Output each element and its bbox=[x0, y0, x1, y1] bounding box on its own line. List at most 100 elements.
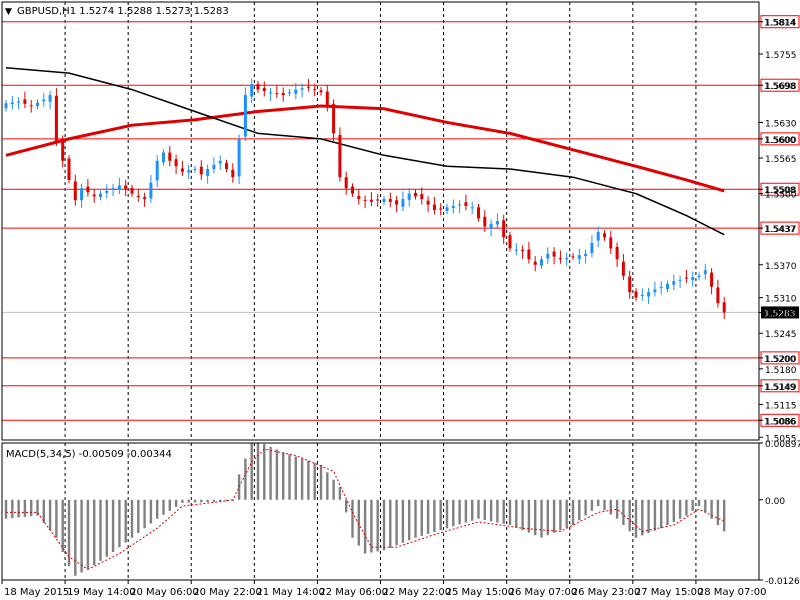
candle-body bbox=[722, 302, 726, 313]
level-label: 1.5814 bbox=[764, 19, 796, 29]
candle-body bbox=[319, 90, 323, 93]
price-panel[interactable]: 1.58141.56981.56001.55081.54371.52001.51… bbox=[1, 1, 800, 444]
macd-title: MACD(5,34,5) -0.00509 -0.00344 bbox=[6, 449, 172, 460]
candle-body bbox=[155, 160, 159, 181]
time-label: 20 May 22:00 bbox=[193, 587, 262, 598]
macd-bar bbox=[483, 499, 486, 521]
candle-body bbox=[552, 251, 556, 257]
macd-bar bbox=[426, 499, 430, 534]
macd-bar bbox=[326, 472, 329, 500]
candle-body bbox=[477, 207, 480, 219]
macd-bar bbox=[496, 499, 499, 523]
candle-body bbox=[17, 101, 21, 103]
macd-bar bbox=[237, 474, 241, 500]
macd-bar bbox=[105, 499, 108, 557]
candle-body bbox=[420, 194, 424, 200]
candle-body bbox=[130, 187, 134, 194]
candle-body bbox=[225, 163, 228, 169]
macd-bar bbox=[80, 499, 83, 573]
macd-bar bbox=[168, 499, 171, 511]
macd-bar bbox=[294, 456, 297, 500]
candle-body bbox=[212, 164, 216, 169]
macd-bar bbox=[704, 499, 707, 513]
candle-body bbox=[666, 283, 669, 289]
current-price-box bbox=[761, 306, 799, 319]
macd-bar bbox=[206, 499, 209, 503]
candle-body bbox=[269, 92, 273, 94]
candle-body bbox=[344, 177, 348, 189]
candle-body bbox=[42, 99, 46, 102]
macd-bar bbox=[464, 499, 468, 523]
macd-bar bbox=[300, 458, 304, 500]
candle-body bbox=[678, 279, 682, 281]
macd-bar bbox=[571, 499, 575, 526]
candle-body bbox=[684, 277, 688, 279]
candle-body bbox=[237, 138, 241, 177]
macd-bar bbox=[452, 499, 455, 527]
candle-body bbox=[540, 259, 543, 266]
price-tick-label: 1.5086 bbox=[765, 417, 797, 427]
level-label: 1.5086 bbox=[764, 417, 796, 427]
macd-bar bbox=[345, 499, 348, 513]
macd-bar bbox=[666, 499, 669, 526]
candle-body bbox=[92, 194, 96, 197]
macd-bar bbox=[99, 499, 102, 561]
level-label: 1.5698 bbox=[764, 82, 796, 92]
macd-bar bbox=[653, 499, 657, 531]
candle-body bbox=[426, 200, 430, 205]
candle-body bbox=[281, 92, 285, 96]
price-grid bbox=[64, 2, 697, 440]
macd-bar bbox=[174, 499, 178, 507]
time-label: 18 May 2015 bbox=[4, 587, 69, 598]
symbol-info: GBPUSD,H1 1.5274 1.5288 1.5273 1.5283 bbox=[17, 6, 229, 17]
macd-bar bbox=[23, 499, 27, 517]
horizontal-levels[interactable]: 1.58141.56981.56001.55081.54371.52001.51… bbox=[2, 15, 800, 428]
price-panel-frame bbox=[1, 1, 760, 441]
level-label: 1.5200 bbox=[764, 355, 796, 365]
level-label: 1.5508 bbox=[764, 186, 796, 196]
macd-bar bbox=[716, 499, 720, 526]
macd-bar bbox=[641, 499, 644, 536]
candle-body bbox=[697, 275, 701, 278]
macd-bar bbox=[445, 499, 449, 529]
candle-body bbox=[180, 168, 184, 172]
macd-panel[interactable]: MACD(5,34,5) -0.00509 -0.00344 0.008970.… bbox=[1, 440, 800, 587]
macd-bar bbox=[370, 499, 373, 553]
candle-body bbox=[527, 249, 531, 260]
candle-body bbox=[149, 182, 153, 199]
candle-body bbox=[357, 195, 361, 200]
macd-bar bbox=[634, 499, 638, 538]
time-label: 27 May 15:00 bbox=[635, 587, 704, 598]
candle-body bbox=[609, 237, 613, 249]
macd-bar bbox=[67, 499, 71, 567]
price-tick-label: 1.5698 bbox=[765, 82, 797, 92]
price-tick-label: 1.5630 bbox=[765, 119, 797, 129]
time-label: 28 May 07:00 bbox=[698, 587, 767, 598]
macd-bar bbox=[660, 499, 663, 529]
candle-body bbox=[199, 166, 203, 175]
candle-body bbox=[615, 246, 619, 260]
candle-body bbox=[168, 152, 172, 161]
time-label: 25 May 15:00 bbox=[446, 587, 515, 598]
macd-bar bbox=[130, 499, 134, 538]
macd-bar bbox=[61, 499, 64, 552]
candle-body bbox=[533, 261, 537, 265]
macd-bar bbox=[622, 499, 625, 526]
macd-bar bbox=[395, 499, 398, 546]
candle-body bbox=[716, 287, 720, 304]
macd-bar bbox=[697, 499, 701, 507]
macd-bar bbox=[219, 499, 222, 502]
macd-bar bbox=[307, 460, 310, 500]
macd-bar bbox=[200, 499, 203, 503]
candle-body bbox=[458, 204, 462, 206]
macd-bar bbox=[597, 499, 600, 507]
macd-bar bbox=[540, 499, 543, 538]
macd-bar bbox=[256, 443, 260, 500]
candle-body bbox=[388, 199, 392, 202]
collapse-toggle-icon[interactable]: ▼ bbox=[5, 7, 12, 17]
macd-bar bbox=[30, 499, 33, 517]
macd-histogram bbox=[4, 442, 726, 576]
price-tick-label: 1.5310 bbox=[765, 295, 797, 305]
macd-tick-label: -0.01268 bbox=[765, 577, 800, 587]
